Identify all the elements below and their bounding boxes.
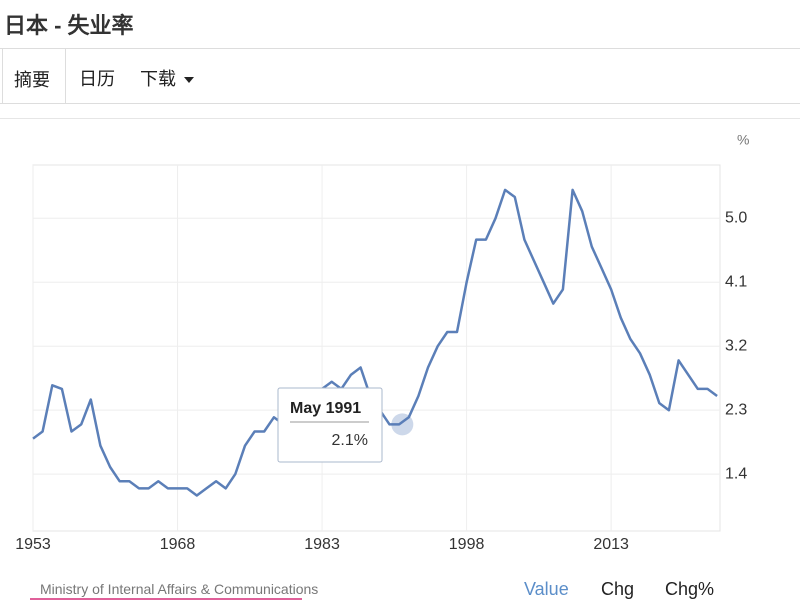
x-tick-label: 1968	[160, 536, 196, 553]
tab-label: 日历	[79, 69, 115, 89]
tab[interactable]: 下载	[140, 65, 194, 91]
toolbar-edge	[0, 102, 800, 119]
tab[interactable]: 摘要	[2, 48, 66, 103]
y-tick-label: 3.2	[725, 337, 747, 354]
tab-label: 摘要	[14, 70, 50, 90]
page-title: 日本 - 失业率	[4, 13, 134, 38]
tab[interactable]: 日历	[79, 65, 115, 91]
unit-label: %	[737, 132, 749, 148]
x-tick-label: 1998	[449, 536, 485, 553]
y-tick-label: 5.0	[725, 210, 747, 227]
dropdown-caret	[184, 77, 194, 84]
y-tick-label: 2.3	[725, 401, 747, 418]
source-underline	[30, 598, 302, 600]
x-tick-label: 1953	[15, 536, 51, 553]
hover-dot	[391, 413, 414, 436]
source[interactable]: Ministry of Internal Affairs & Communica…	[40, 581, 319, 597]
option[interactable]: Chg	[601, 579, 635, 599]
tab-label: 下载	[140, 69, 176, 89]
y-tick-label: 4.1	[725, 273, 747, 290]
tooltip-value: 2.1%	[332, 432, 368, 449]
tooltip-box	[277, 387, 383, 463]
tooltip: May 1991 2.1%	[277, 387, 383, 463]
tab-bar: 摘要 日历 下载	[0, 48, 800, 104]
tooltip-date: May 1991	[290, 400, 361, 417]
plot-frame	[32, 164, 721, 532]
option[interactable]: Chg%	[665, 579, 715, 599]
option[interactable]: Value	[524, 579, 569, 599]
y-tick-label: 1.4	[725, 465, 747, 482]
x-tick-label: 2013	[593, 536, 629, 553]
x-tick-label: 1983	[304, 536, 340, 553]
